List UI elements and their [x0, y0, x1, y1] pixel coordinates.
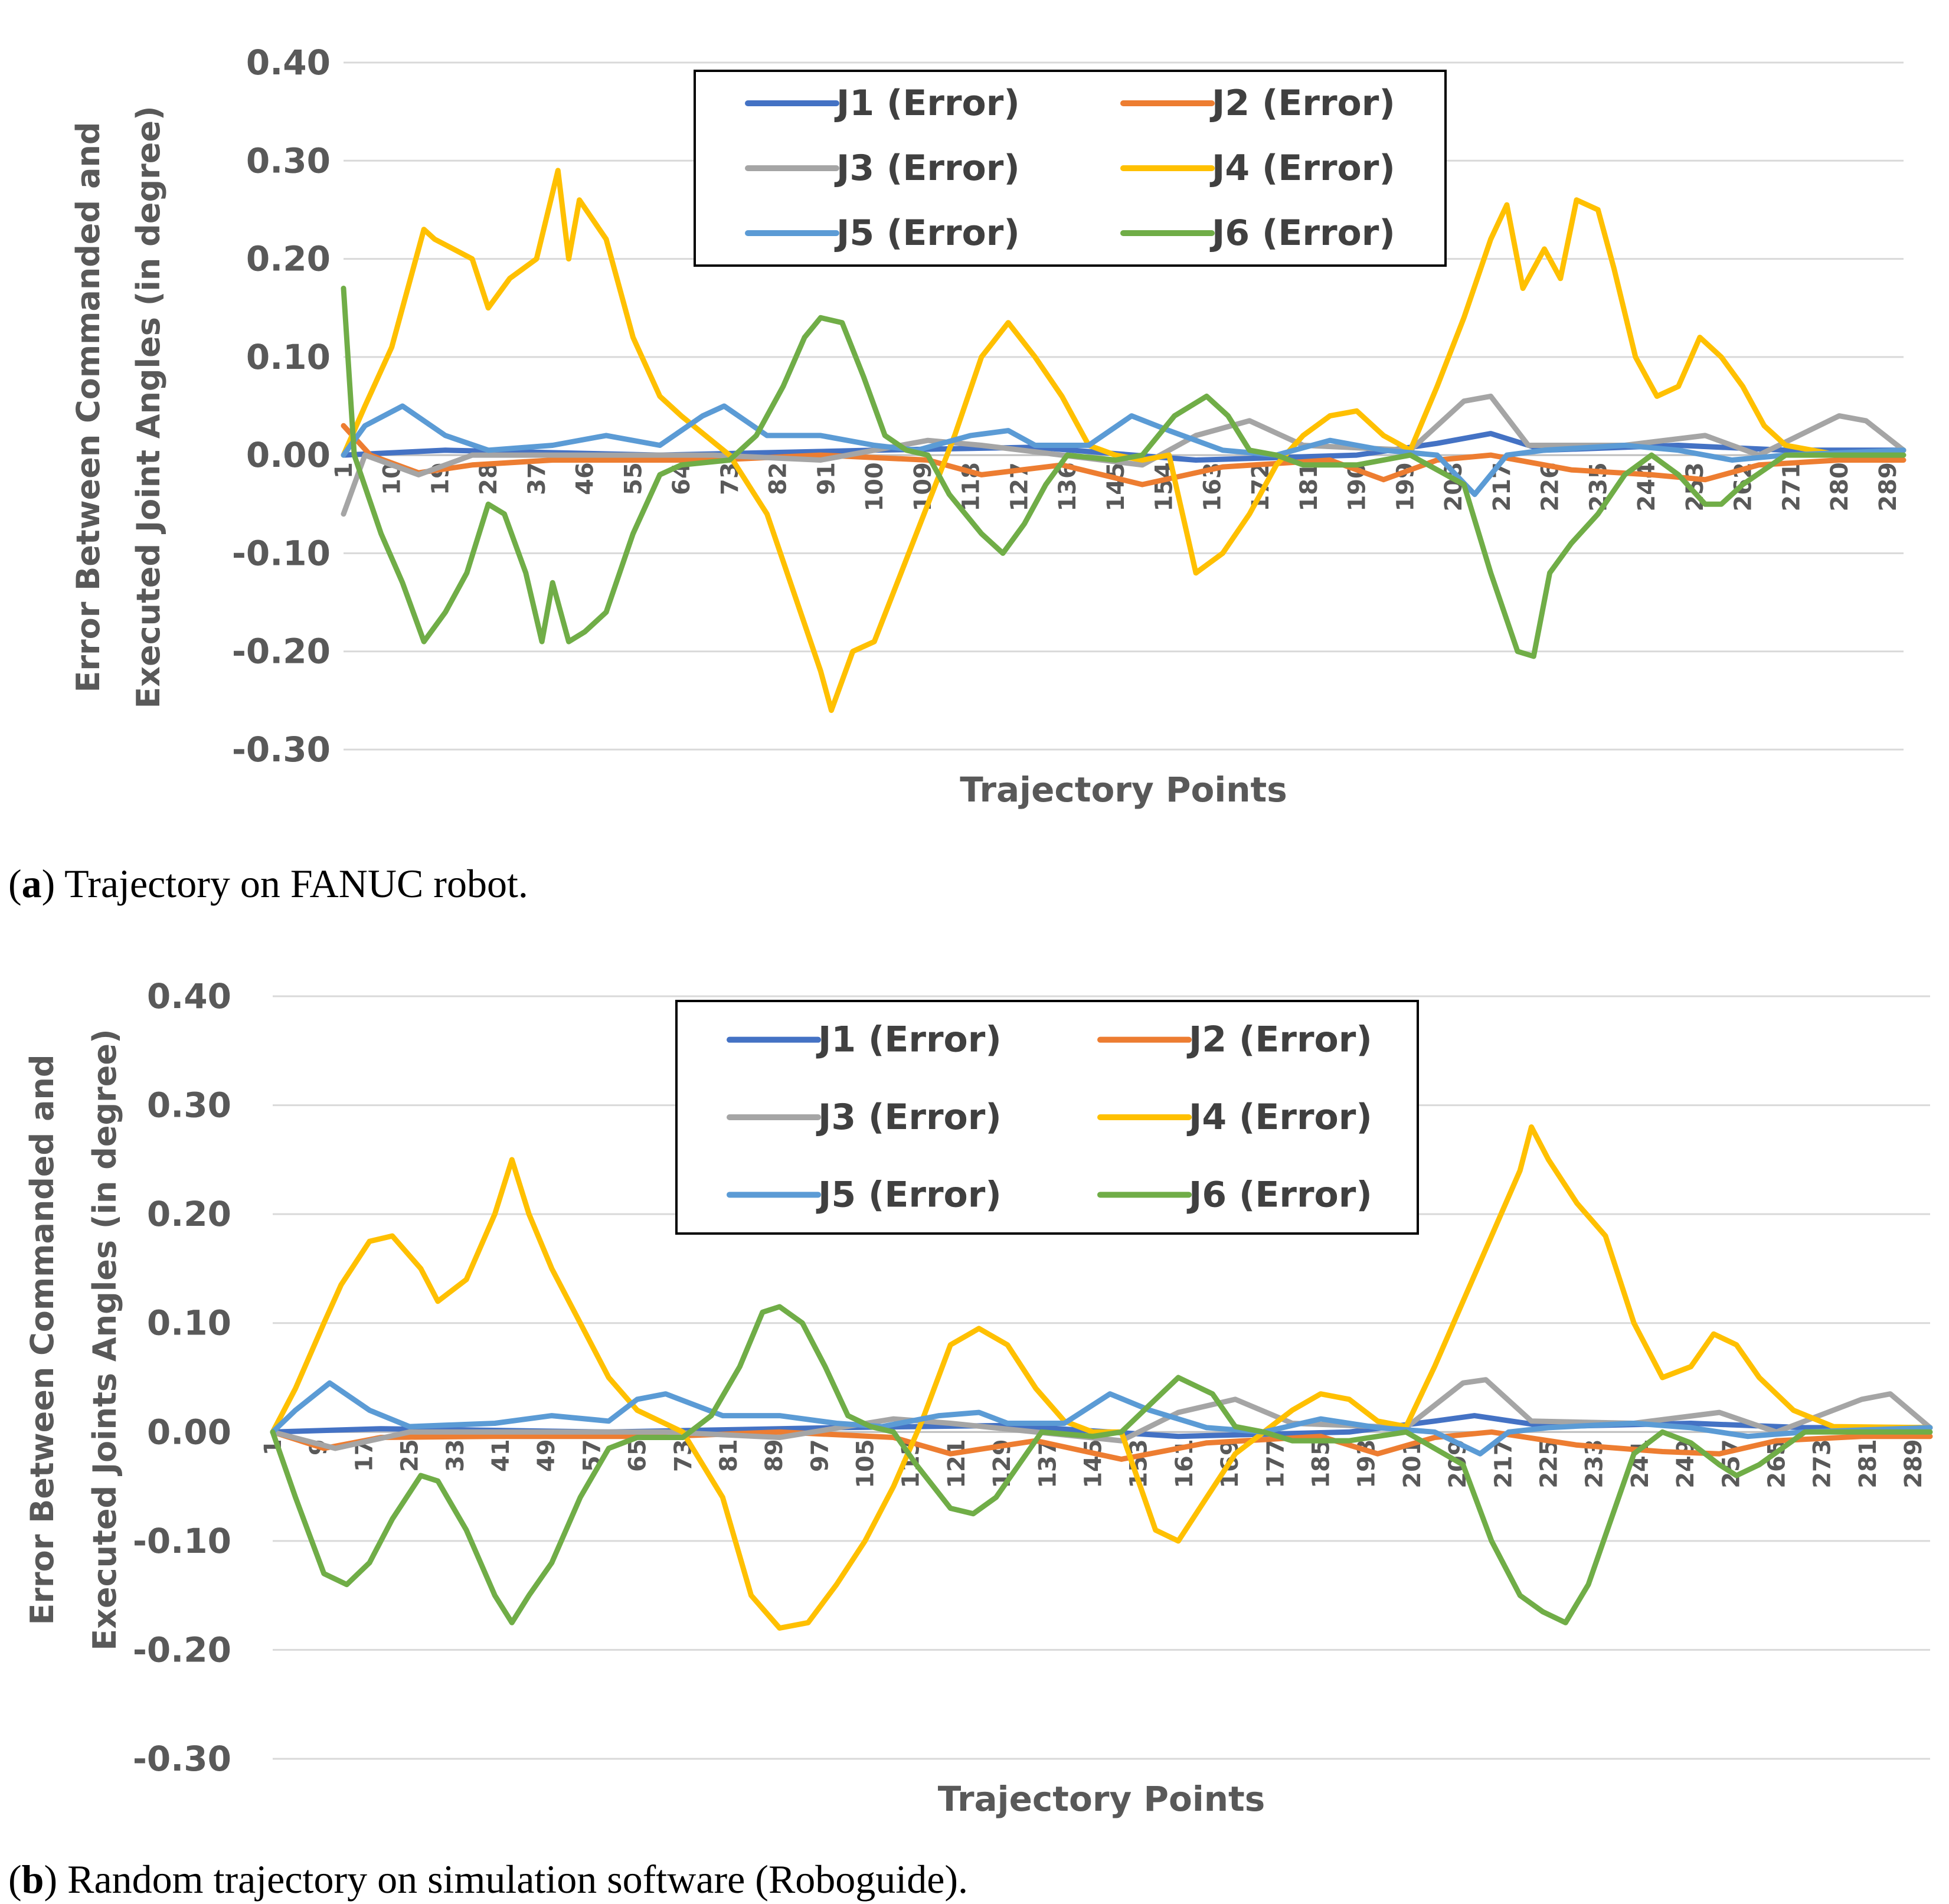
chart-a-x-axis-title: Trajectory Points — [960, 770, 1287, 810]
chart-a-xtick-label: 244 — [1633, 462, 1660, 512]
chart-b-xtick-label: 217 — [1490, 1439, 1517, 1488]
chart-a-xtick-label: 100 — [861, 462, 888, 512]
chart-b-legend: J1 (Error) J2 (Error) J3 (Error) J4 (Error)… — [675, 1000, 1419, 1235]
chart-b-ytick-label: 0.00 — [147, 1412, 231, 1452]
chart-b-xtick-label: 121 — [943, 1439, 970, 1488]
chart-b-legend-label-j3: J3 (Error) — [816, 1097, 1002, 1138]
chart-panel-b: 0.40 0.30 0.20 0.10 0.00 -0.10 -0.20 -0.30 1 9 17 2… — [0, 944, 1949, 1904]
chart-b-xtick-label: 225 — [1535, 1439, 1562, 1488]
chart-a-legend-label-j3: J3 (Error) — [834, 148, 1020, 189]
chart-b-legend-label-j6: J6 (Error) — [1186, 1174, 1372, 1215]
chart-a-ytick-label: 0.30 — [246, 140, 331, 181]
chart-b-legend-label-j1: J1 (Error) — [816, 1019, 1002, 1061]
chart-b-xtick-label: 177 — [1262, 1439, 1289, 1488]
chart-b-xtick-label: 49 — [533, 1439, 560, 1472]
caption-a-text: Trajectory on FANUC robot. — [64, 861, 528, 906]
chart-b-xtick-label: 185 — [1308, 1439, 1335, 1488]
chart-a-legend-label-j2: J2 (Error) — [1209, 83, 1395, 124]
caption-a: (a) Trajectory on FANUC robot. — [8, 861, 528, 906]
chart-a-svg: 0.400.300.200.100.00-0.10-0.20-0.301 10 19… — [70, 42, 1907, 810]
chart-b-xtick-label: 33 — [442, 1439, 469, 1472]
chart-a-xtick-label: 91 — [813, 462, 840, 495]
chart-a-ytick-label: 0.10 — [246, 337, 331, 377]
chart-b-series-line-j6 — [270, 1304, 1933, 1625]
chart-a-xtick-label: 55 — [620, 462, 647, 495]
chart-b-y-axis-title-line2: Executed Joints Angles (in degree) — [86, 1029, 123, 1650]
chart-a-series-line-j3 — [341, 393, 1907, 517]
chart-a-legend: J1 (Error) J2 (Error) J3 (Error) J4 (Error)… — [694, 70, 1447, 267]
chart-b-xtick-label: 281 — [1855, 1439, 1882, 1488]
chart-a-ytick-label: -0.10 — [232, 533, 331, 573]
chart-b-svg: 0.400.300.200.100.00-0.10-0.20-0.301 9 17 2… — [24, 976, 1933, 1819]
chart-b-series-line-j5 — [270, 1380, 1933, 1457]
chart-b-xtick-label: 145 — [1080, 1439, 1107, 1488]
chart-b-ytick-label: 0.30 — [147, 1085, 231, 1126]
chart-a-xtick-label: 145 — [1103, 462, 1130, 512]
chart-a-legend-label-j1: J1 (Error) — [834, 83, 1020, 124]
chart-a-xtick-label: 172 — [1247, 462, 1274, 512]
caption-b: (b) Random trajectory on simulation soft… — [8, 1857, 969, 1902]
chart-b-x-axis-title: Trajectory Points — [938, 1779, 1265, 1819]
chart-a-legend-label-j4: J4 (Error) — [1209, 148, 1395, 189]
chart-a-y-axis-title-line2: Executed Joint Angles (in degree) — [130, 106, 167, 708]
chart-b-y-axis-title-line1: Error Between Commanded and — [24, 1054, 61, 1625]
chart-b-legend-label-j2: J2 (Error) — [1186, 1019, 1372, 1061]
chart-b-ytick-label: 0.40 — [147, 976, 231, 1016]
chart-b-series-line-j3 — [270, 1377, 1933, 1451]
chart-b-ytick-label: -0.20 — [133, 1630, 231, 1670]
chart-a-legend-label-j6: J6 (Error) — [1209, 212, 1395, 254]
chart-b-xtick-label: 289 — [1900, 1439, 1927, 1488]
chart-b-ytick-label: -0.30 — [133, 1739, 231, 1779]
chart-b-ytick-label: -0.10 — [133, 1521, 231, 1561]
chart-a-y-axis-title-line1: Error Between Commanded and — [70, 122, 107, 692]
chart-a-xtick-label: 226 — [1537, 462, 1564, 512]
caption-a-label: a — [21, 861, 42, 906]
chart-b-ytick-label: 0.20 — [147, 1194, 231, 1234]
chart-b-xtick-label: 81 — [715, 1439, 743, 1472]
chart-a-ytick-label: 0.20 — [246, 239, 331, 279]
chart-b-xtick-label: 65 — [624, 1439, 652, 1472]
chart-a-xtick-label: 46 — [572, 462, 599, 495]
chart-b-xtick-label: 273 — [1809, 1439, 1836, 1488]
caption-b-text: Random trajectory on simulation software… — [67, 1857, 969, 1902]
chart-b-xtick-label: 57 — [578, 1439, 606, 1472]
chart-b-legend-label-j5: J5 (Error) — [816, 1174, 1002, 1215]
chart-b-xtick-label: 97 — [806, 1439, 833, 1472]
chart-panel-a: 0.40 0.30 0.20 0.10 0.00 -0.10 -0.20 -0.30 1 10 19… — [0, 0, 1949, 944]
chart-a-xtick-label: 28 — [475, 462, 502, 495]
caption-b-label: b — [21, 1857, 44, 1902]
chart-b-xtick-label: 41 — [488, 1439, 515, 1472]
chart-b-xtick-label: 25 — [397, 1439, 424, 1472]
chart-b-xtick-label: 105 — [852, 1439, 879, 1488]
chart-a-ytick-label: -0.20 — [232, 632, 331, 672]
chart-a-ytick-label: -0.30 — [232, 729, 331, 770]
chart-b-legend-label-j4: J4 (Error) — [1186, 1097, 1372, 1138]
chart-a-xtick-label: 271 — [1778, 462, 1805, 512]
chart-a-xtick-label: 181 — [1296, 462, 1323, 512]
chart-b-xtick-label: 89 — [761, 1439, 788, 1472]
chart-a-xtick-label: 37 — [524, 462, 551, 495]
chart-a-ytick-label: 0.00 — [246, 435, 331, 475]
chart-a-xtick-label: 280 — [1826, 462, 1853, 512]
chart-a-ytick-label: 0.40 — [246, 42, 331, 83]
chart-a-xtick-label: 82 — [765, 462, 792, 495]
chart-a-series-line-j5 — [341, 403, 1907, 498]
chart-a-xtick-label: 1 — [331, 462, 358, 479]
chart-b-ytick-label: 0.10 — [147, 1303, 231, 1343]
chart-a-xtick-label: 289 — [1875, 462, 1902, 512]
chart-a-legend-label-j5: J5 (Error) — [834, 212, 1020, 254]
chart-a-series-line-j6 — [341, 286, 1907, 659]
